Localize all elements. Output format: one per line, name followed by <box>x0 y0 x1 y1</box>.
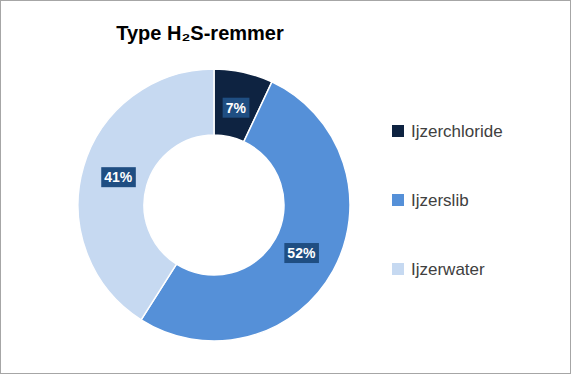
legend-swatch <box>392 194 404 206</box>
data-labels: 7% 52% 41% <box>101 98 319 263</box>
legend-swatch <box>392 125 404 137</box>
data-label-group: 41% <box>101 167 136 187</box>
legend-label: Ijzerchloride <box>411 122 503 141</box>
data-label-group: 7% <box>223 98 250 118</box>
legend: Ijzerchloride Ijzerslib Ijzerwater <box>392 122 503 279</box>
legend-label: Ijzerwater <box>411 260 485 279</box>
slice <box>78 69 214 320</box>
chart-frame <box>1 1 571 374</box>
data-label: 41% <box>104 169 133 185</box>
plot <box>78 69 350 341</box>
data-label-box <box>223 98 250 118</box>
legend-label: Ijzerslib <box>411 191 469 210</box>
data-label: 7% <box>226 100 247 116</box>
data-label-box <box>101 167 136 187</box>
data-label: 52% <box>287 245 316 261</box>
data-label-group: 52% <box>284 243 319 263</box>
legend-swatch <box>392 263 404 275</box>
title: Type H₂S-remmer <box>116 22 284 44</box>
chart: Type H₂S-remmer7%52%41%IjzerchlorideIjze… <box>0 0 571 374</box>
data-label-box <box>284 243 319 263</box>
